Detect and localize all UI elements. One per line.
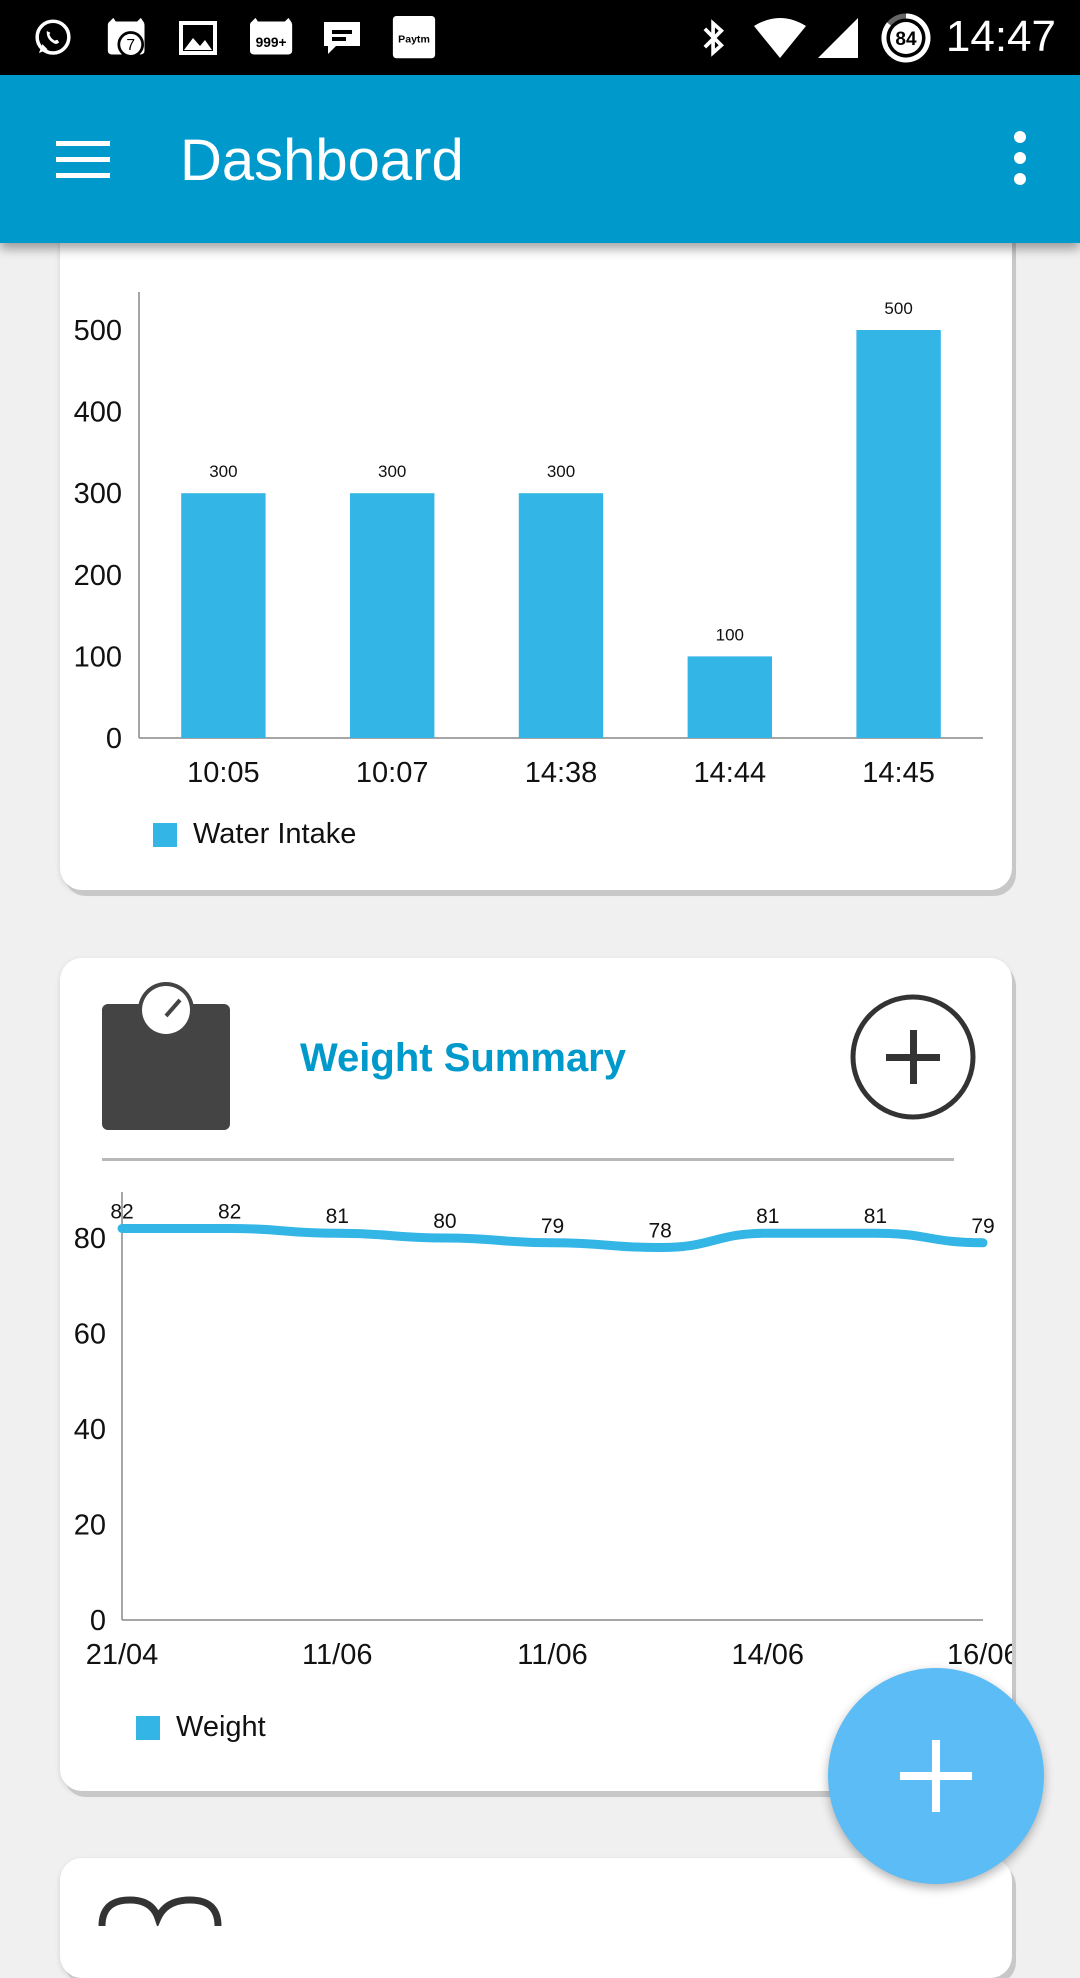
legend-label-weight: Weight <box>176 1711 266 1743</box>
bar <box>687 656 772 738</box>
plus-icon <box>900 1740 972 1812</box>
bar-data-label: 300 <box>378 462 406 481</box>
paytm-label: Paytm <box>398 33 430 45</box>
y-tick-label: 500 <box>74 315 122 347</box>
point-data-label: 81 <box>864 1205 887 1228</box>
hamburger-icon[interactable] <box>48 127 118 191</box>
bar-data-label: 300 <box>547 462 575 481</box>
point-data-label: 82 <box>218 1200 241 1223</box>
battery-icon: 84 <box>881 13 931 63</box>
y-tick-label: 0 <box>90 1605 106 1637</box>
point-data-label: 79 <box>541 1215 564 1238</box>
water-intake-chart: 0 100 200 300 400 500 300 10:05 300 10:07 300 14:38… <box>74 292 983 789</box>
badge-count-999: 999+ <box>256 35 287 50</box>
x-tick-label: 14:38 <box>525 757 598 789</box>
paytm-icon: Paytm <box>392 16 436 59</box>
app-bar: Dashboard <box>0 75 1080 243</box>
divider <box>102 1158 954 1161</box>
legend-swatch <box>136 1715 160 1740</box>
y-tick-label: 40 <box>74 1414 106 1446</box>
bar <box>518 493 604 738</box>
point-data-label: 81 <box>326 1205 349 1228</box>
point-data-label: 80 <box>433 1210 456 1233</box>
cloud-icon <box>98 1896 222 1926</box>
legend-label-water-intake: Water Intake <box>193 818 357 850</box>
y-tick-label: 300 <box>74 478 122 510</box>
x-tick-label: 14:45 <box>862 757 935 789</box>
cat-999-icon: 999+ <box>250 17 293 55</box>
wifi-icon <box>754 18 806 58</box>
plus-circle-icon[interactable] <box>848 992 978 1122</box>
bar-data-label: 300 <box>209 462 237 481</box>
weight-series-line <box>117 1223 988 1253</box>
add-fab-button[interactable] <box>828 1668 1044 1884</box>
bluetooth-icon <box>703 19 725 57</box>
battery-level: 84 <box>895 29 917 50</box>
water-intake-card: 0 100 200 300 400 500 300 10:05 300 10:07 300 14:38… <box>60 200 1012 890</box>
bar-data-label: 500 <box>884 299 912 318</box>
message-icon <box>324 22 360 54</box>
x-tick-label: 11/06 <box>517 1639 587 1671</box>
x-tick-label: 21/04 <box>86 1639 159 1671</box>
x-tick-label: 14:44 <box>694 757 767 789</box>
weight-legend: Weight <box>136 1711 266 1744</box>
bar <box>350 493 435 738</box>
status-bar: 7 999+ Paytm 84 14:47 <box>0 0 1080 75</box>
more-vert-icon[interactable] <box>1000 123 1040 195</box>
y-tick-label: 200 <box>74 560 122 592</box>
legend-swatch <box>153 822 177 847</box>
weight-summary-card: Weight Summary 0 20 40 60 80 82 82 81 80 79 78 81 81… <box>60 958 1012 1791</box>
weighing-scale-icon <box>102 982 230 1130</box>
point-data-label: 81 <box>756 1205 779 1228</box>
bar <box>181 493 266 738</box>
y-tick-label: 100 <box>74 641 122 673</box>
point-data-label: 79 <box>971 1215 994 1238</box>
y-tick-label: 400 <box>74 397 122 429</box>
image-icon <box>179 21 217 55</box>
whatsapp-icon <box>35 19 71 55</box>
cat-notification-icon: 7 <box>107 17 145 58</box>
point-data-label: 82 <box>110 1200 133 1223</box>
y-tick-label: 60 <box>74 1319 106 1351</box>
y-tick-label: 20 <box>74 1510 106 1542</box>
x-tick-label: 11/06 <box>302 1639 372 1671</box>
badge-count-7: 7 <box>126 37 135 54</box>
y-tick-label: 80 <box>74 1223 106 1255</box>
y-tick-label: 0 <box>106 723 122 755</box>
weight-summary-title: Weight Summary <box>300 1036 626 1080</box>
x-tick-label: 10:07 <box>356 757 429 789</box>
x-tick-label: 14/06 <box>731 1639 804 1671</box>
x-tick-label: 10:05 <box>187 757 260 789</box>
water-legend: Water Intake <box>153 818 356 851</box>
bar-data-label: 100 <box>716 625 744 644</box>
x-tick-label: 16/06 <box>947 1639 1012 1671</box>
signal-icon <box>818 18 858 58</box>
point-data-label: 78 <box>648 1220 671 1243</box>
page-title: Dashboard <box>180 128 464 193</box>
bar <box>856 330 941 738</box>
status-time: 14:47 <box>945 12 1056 61</box>
